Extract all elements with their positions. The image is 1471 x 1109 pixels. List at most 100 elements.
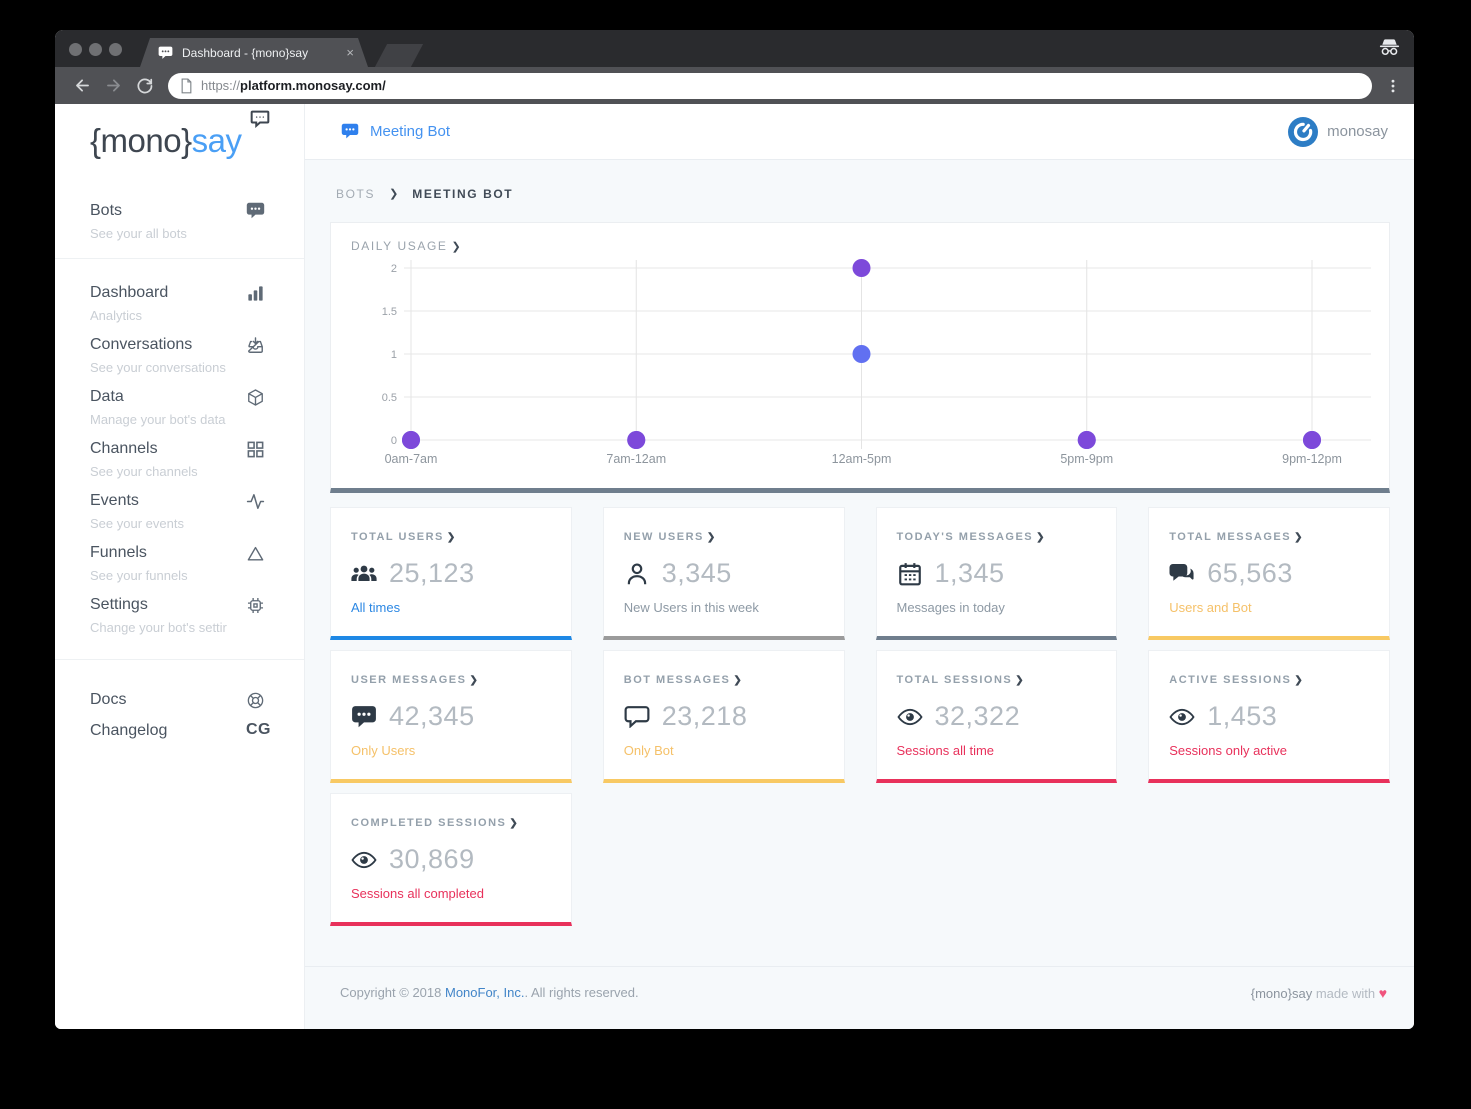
eye-icon xyxy=(1169,705,1195,729)
card-value-row: 42,345 xyxy=(351,701,553,732)
sidebar-divider xyxy=(55,258,304,259)
new-tab-button[interactable] xyxy=(374,44,424,67)
card-title-link[interactable]: TOTAL MESSAGES ❯ xyxy=(1169,531,1371,543)
chart-point-blue xyxy=(852,345,871,363)
back-icon[interactable] xyxy=(73,76,92,95)
account-button[interactable]: monosay xyxy=(1288,116,1388,147)
breadcrumb: BOTS ❯ MEETING BOT xyxy=(336,186,1390,201)
chart-point-purple xyxy=(852,259,871,277)
card-subtitle: All times xyxy=(351,600,401,615)
url-host: platform.monosay.com/ xyxy=(240,78,386,93)
chat-double-icon xyxy=(1169,562,1195,586)
eye-icon xyxy=(351,848,377,872)
sidebar-nav: Bots See your all bots Dashboard Analytics C… xyxy=(55,201,304,741)
card-subtitle: New Users in this week xyxy=(623,600,759,615)
sidebar-item-subtitle: See your funnels xyxy=(90,568,188,583)
sidebar-item-label: Bots xyxy=(90,202,123,219)
activity-icon xyxy=(246,492,265,511)
lifebuoy-icon xyxy=(246,691,265,710)
app-logo[interactable]: {mono}say xyxy=(90,110,270,160)
card-title-link[interactable]: BOT MESSAGES ❯ xyxy=(624,674,826,686)
sidebar-item-changelog[interactable]: Changelog CG xyxy=(55,721,304,741)
breadcrumb-bots-link[interactable]: BOTS xyxy=(336,186,376,201)
browser-toolbar: https://platform.monosay.com/ xyxy=(55,67,1414,104)
stat-cards-grid: TOTAL USERS ❯ 25,123 All times NEW USERS ❯ 3,3… xyxy=(330,507,1390,926)
tab-close-icon[interactable]: × xyxy=(346,45,354,60)
daily-usage-title-link[interactable]: DAILY USAGE ❯ xyxy=(351,239,461,253)
chart-point-purple xyxy=(402,431,420,449)
card-value-row: 32,322 xyxy=(896,701,1099,732)
card-title-link[interactable]: COMPLETED SESSIONS ❯ xyxy=(351,817,553,829)
sidebar-item-label: Funnels xyxy=(90,544,147,561)
card-title-link[interactable]: TOTAL SESSIONS ❯ xyxy=(897,674,1099,686)
chat-bubble-favicon-icon xyxy=(158,46,173,60)
sidebar-item-docs[interactable]: Docs xyxy=(55,690,304,710)
sidebar-item-label: Settings xyxy=(90,596,148,613)
svg-text:1: 1 xyxy=(391,349,397,361)
company-link[interactable]: MonoFor, Inc. xyxy=(444,985,525,1000)
svg-text:7am-12am: 7am-12am xyxy=(606,452,666,466)
chevron-right-icon: ❯ xyxy=(389,188,399,200)
chevron-right-icon: ❯ xyxy=(1294,675,1303,686)
browser-tab[interactable]: Dashboard - {mono}say × xyxy=(140,38,368,67)
card-title-link[interactable]: TOTAL USERS ❯ xyxy=(351,531,553,543)
sidebar-item-subtitle: See your events xyxy=(90,516,184,531)
sidebar-item-bots[interactable]: Bots See your all bots xyxy=(55,201,304,242)
card-subtitle: Users and Bot xyxy=(1169,600,1252,615)
logo-prefix: {mono} xyxy=(90,122,192,159)
card-title-link[interactable]: TODAY'S MESSAGES ❯ xyxy=(897,531,1099,543)
svg-text:5pm-9pm: 5pm-9pm xyxy=(1060,452,1113,466)
url-scheme: https:// xyxy=(201,78,241,93)
card-title-link[interactable]: NEW USERS ❯ xyxy=(624,531,826,543)
stat-card-new-users: NEW USERS ❯ 3,345 New Users in this week xyxy=(602,507,845,640)
browser-menu-icon[interactable] xyxy=(1384,77,1402,95)
sidebar-item-label: Channels xyxy=(90,440,158,457)
sidebar-item-subtitle: Change your bot's settir xyxy=(90,620,227,635)
main-content: Meeting Bot monosay BOTS ❯ MEETING BOT D… xyxy=(305,104,1414,1029)
current-bot-link[interactable]: Meeting Bot xyxy=(341,123,450,140)
sidebar-item-dashboard[interactable]: Dashboard Analytics xyxy=(55,283,304,324)
card-value-row: 23,218 xyxy=(624,701,826,732)
card-value-row: 3,345 xyxy=(624,558,826,589)
url-bar[interactable]: https://platform.monosay.com/ xyxy=(168,72,1372,99)
card-title-text: TODAY'S MESSAGES xyxy=(896,531,1034,543)
chat-solid-icon xyxy=(351,705,377,729)
user-icon xyxy=(624,562,650,586)
stat-card-today-s-messages: TODAY'S MESSAGES ❯ 1,345 Messages in today xyxy=(875,507,1118,640)
card-value: 65,563 xyxy=(1207,558,1293,588)
card-value: 25,123 xyxy=(389,558,475,588)
stat-card-total-sessions: TOTAL SESSIONS ❯ 32,322 Sessions all time xyxy=(875,650,1118,783)
chevron-right-icon: ❯ xyxy=(469,675,478,686)
sidebar-divider xyxy=(55,659,304,660)
heart-icon: ♥ xyxy=(1378,985,1387,1001)
sidebar-item-events[interactable]: Events See your events xyxy=(55,491,304,532)
window-minimize-button[interactable] xyxy=(89,43,102,56)
reload-icon[interactable] xyxy=(135,76,154,95)
sidebar-item-settings[interactable]: Settings Change your bot's settir xyxy=(55,595,304,636)
daily-usage-chart: 0 0.5 1 1.5 2 0am-7am 7am-12am 12am-5pm 5pm-9pm 9… xyxy=(382,259,1371,466)
calendar-icon xyxy=(897,562,923,586)
stat-card-bot-messages: BOT MESSAGES ❯ 23,218 Only Bot xyxy=(602,650,845,783)
card-title-link[interactable]: ACTIVE SESSIONS ❯ xyxy=(1169,674,1371,686)
card-value-row: 30,869 xyxy=(351,844,553,875)
sidebar-item-label: Events xyxy=(90,492,139,509)
forward-icon[interactable] xyxy=(104,76,123,95)
chevron-right-icon: ❯ xyxy=(733,675,742,686)
sidebar-item-label: Docs xyxy=(90,691,127,708)
card-title-text: TOTAL MESSAGES xyxy=(1169,531,1292,543)
chevron-right-icon: ❯ xyxy=(509,818,518,829)
chevron-right-icon: ❯ xyxy=(1015,675,1024,686)
sidebar-item-data[interactable]: Data Manage your bot's data xyxy=(55,387,304,428)
svg-text:0am-7am: 0am-7am xyxy=(385,452,438,466)
sidebar-item-channels[interactable]: Channels See your channels xyxy=(55,439,304,480)
window-zoom-button[interactable] xyxy=(109,43,122,56)
sidebar-item-label: Changelog xyxy=(90,722,168,739)
window-close-button[interactable] xyxy=(69,43,82,56)
card-title-link[interactable]: USER MESSAGES ❯ xyxy=(351,674,553,686)
tab-title: Dashboard - {mono}say xyxy=(182,45,309,60)
triangle-icon xyxy=(246,544,265,563)
sidebar-item-conversations[interactable]: Conversations See your conversations xyxy=(55,335,304,376)
sidebar-item-funnels[interactable]: Funnels See your funnels xyxy=(55,543,304,584)
svg-text:12am-5pm: 12am-5pm xyxy=(832,452,892,466)
chevron-right-icon: ❯ xyxy=(446,532,456,543)
